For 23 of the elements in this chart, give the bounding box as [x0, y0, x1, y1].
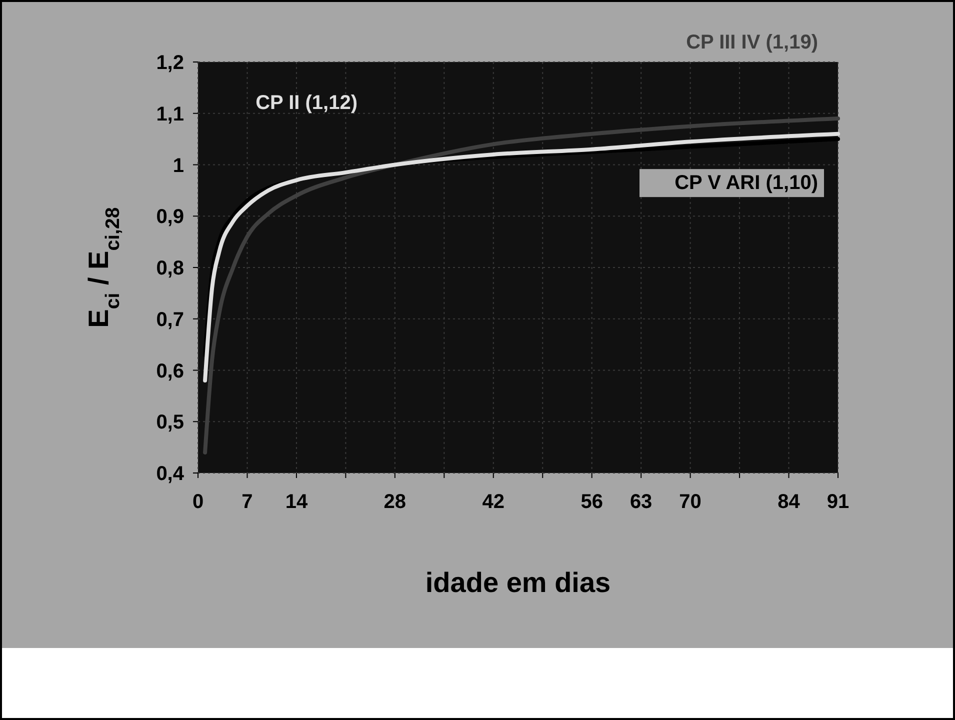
y-tick-label: 0,6 [156, 360, 184, 382]
text: CP III IV (1,19) [686, 32, 818, 54]
x-tick-label: 91 [826, 491, 850, 513]
x-tick-label: 0 [192, 491, 204, 513]
y-tick-label: 0,4 [156, 463, 185, 485]
y-tick-label: 0,8 [156, 258, 184, 280]
x-tick-label: 56 [580, 491, 603, 513]
x-tick-label: 84 [778, 491, 801, 513]
x-tick-label: 28 [384, 491, 406, 513]
y-tick-label: 1,1 [156, 103, 184, 126]
series-label: CP V ARI (1,10) [674, 172, 818, 194]
x-tick-label: 42 [482, 491, 505, 513]
x-tick-label: 14 [285, 491, 308, 513]
y-tick-label: 0,9 [156, 206, 184, 228]
x-axis-title: idade em dias [425, 567, 611, 598]
x-tick-label: 70 [679, 491, 702, 513]
text: CP II (1,12) [256, 92, 358, 114]
x-tick-label: 63 [630, 491, 652, 513]
y-tick-label: 0,5 [156, 412, 184, 434]
y-tick-label: 1 [172, 154, 184, 177]
y-tick-label: 0,7 [156, 308, 184, 331]
y-tick-label: 1,2 [156, 52, 184, 74]
x-tick-label: 7 [242, 491, 253, 513]
